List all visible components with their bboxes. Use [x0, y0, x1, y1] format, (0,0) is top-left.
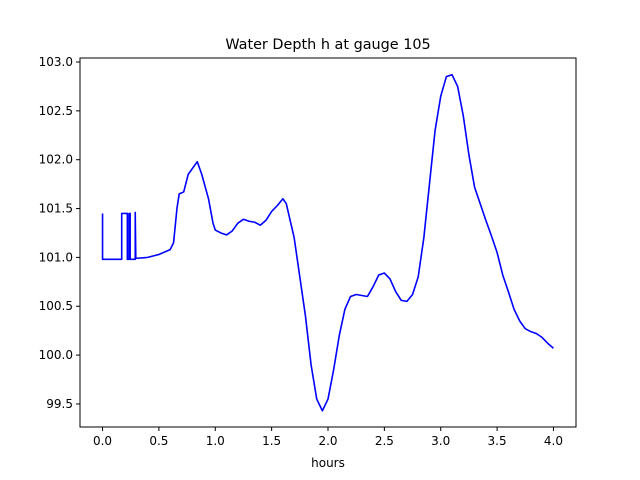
y-tick-label: 102.5 [39, 104, 73, 118]
x-tick-label: 4.0 [544, 434, 563, 448]
x-tick-label: 3.0 [431, 434, 450, 448]
axes-frame [79, 57, 577, 428]
x-tick-label: 2.5 [375, 434, 394, 448]
x-tick-label: 1.0 [206, 434, 225, 448]
y-tick-label: 103.0 [39, 55, 73, 69]
y-axis: 99.5 100.0 100.5 101.0 101.5 102.0 102.5 103.0 [39, 55, 80, 411]
x-tick-label: 1.5 [262, 434, 281, 448]
x-tick-label: 3.5 [488, 434, 507, 448]
series-line-h [101, 73, 554, 412]
y-tick-label: 102.0 [39, 153, 73, 167]
x-tick-label: 0.0 [93, 434, 112, 448]
y-tick-label: 100.5 [39, 299, 73, 313]
x-axis: 0.0 0.5 1.0 1.5 2.0 2.5 3.0 3.5 4.0 [93, 427, 563, 448]
y-tick-label: 101.0 [39, 250, 73, 264]
y-tick-label: 99.5 [46, 397, 73, 411]
chart-title: Water Depth h at gauge 105 [225, 37, 430, 53]
y-tick-label: 100.0 [39, 348, 73, 362]
x-axis-label: hours [311, 456, 345, 470]
x-tick-label: 2.0 [318, 434, 337, 448]
y-tick-label: 101.5 [39, 202, 73, 216]
x-tick-label: 0.5 [149, 434, 168, 448]
